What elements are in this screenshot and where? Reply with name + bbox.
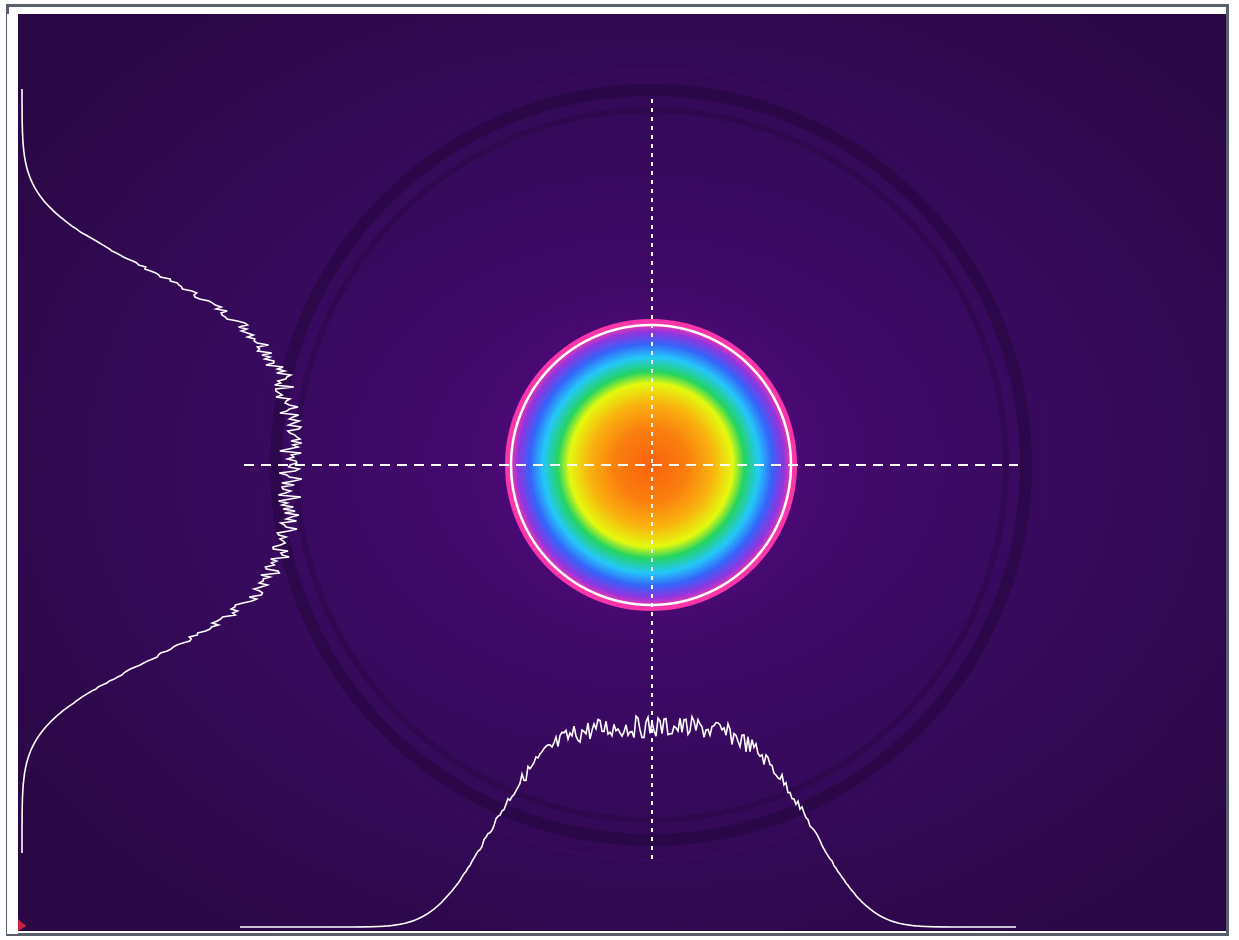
corner-marker	[18, 919, 26, 931]
diffraction-ring-outer-2	[254, 68, 1048, 862]
vertical-profile-curve	[21, 89, 303, 853]
side-strip	[7, 14, 18, 934]
beam-noise	[505, 319, 797, 611]
beam-image-viewport[interactable]	[18, 14, 1226, 931]
beam-image[interactable]	[18, 14, 1226, 931]
horizontal-profile-curve	[240, 713, 1016, 928]
